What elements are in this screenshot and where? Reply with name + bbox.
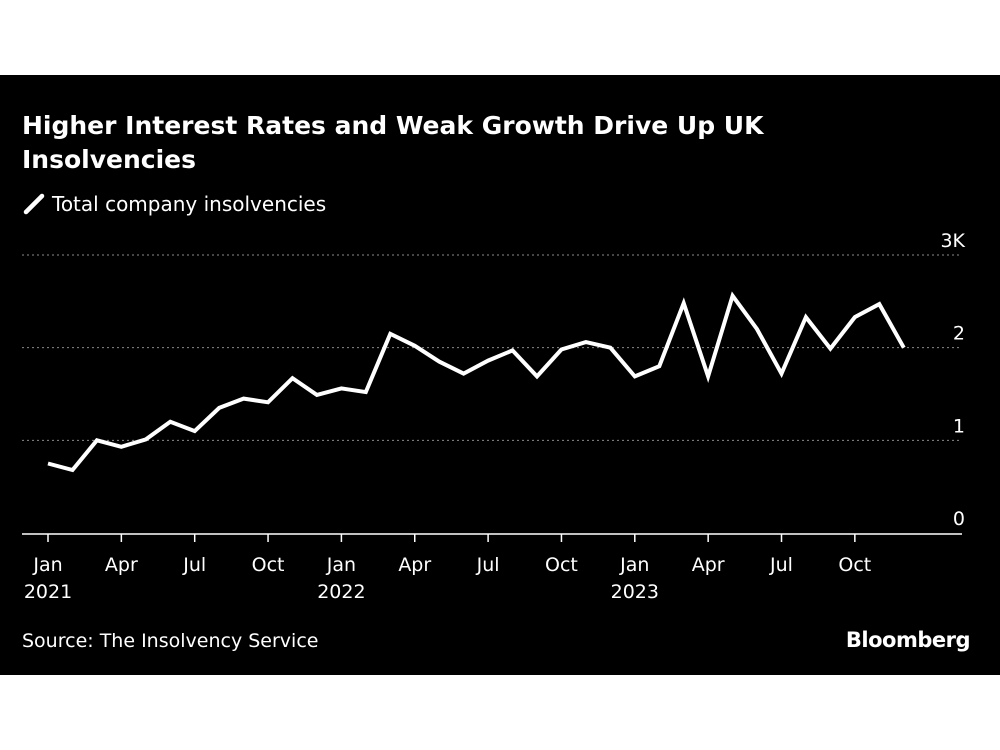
legend-label: Total company insolvencies	[52, 192, 327, 216]
x-tick-label-month: Jan	[32, 554, 62, 576]
y-tick-label: 3K	[940, 230, 965, 252]
y-tick-label: 1	[953, 415, 965, 437]
x-tick-label-month: Apr	[105, 554, 138, 576]
x-tick-label-month: Jul	[182, 554, 206, 576]
x-tick-label-month: Jan	[326, 554, 356, 576]
legend: Total company insolvencies	[22, 192, 326, 216]
series-line-total-company-insolvencies	[47, 291, 906, 473]
y-tick-label: 2	[953, 323, 965, 345]
line-chart: 3K 2 1 0 Jan 2021 Apr Jul Oct Jan 2022 Apr Jul Oct Jan…	[22, 230, 966, 603]
x-tick-label-month: Apr	[692, 554, 725, 576]
x-tick-label-month: Oct	[545, 554, 578, 576]
x-tick-label-month: Oct	[252, 554, 285, 576]
legend-line-icon	[23, 193, 45, 215]
x-tick-label-year: 2022	[317, 581, 365, 603]
bloomberg-logo: Bloomberg	[845, 628, 971, 652]
x-tick-label-year: 2023	[611, 581, 659, 603]
x-tick-label-month: Jul	[769, 554, 793, 576]
x-tick-label-month: Apr	[398, 554, 431, 576]
source-note: Source: The Insolvency Service	[22, 630, 319, 652]
chart-panel: Higher Interest Rates and Weak Growth Dr…	[0, 75, 1000, 675]
x-tick-label-year: 2021	[24, 581, 72, 603]
x-tick-label-month: Oct	[838, 554, 871, 576]
x-tick-label-month: Jul	[476, 554, 500, 576]
chart-title: Higher Interest Rates and Weak Growth Dr…	[22, 111, 764, 174]
y-tick-label: 0	[953, 508, 965, 530]
x-tick-label-month: Jan	[619, 554, 649, 576]
